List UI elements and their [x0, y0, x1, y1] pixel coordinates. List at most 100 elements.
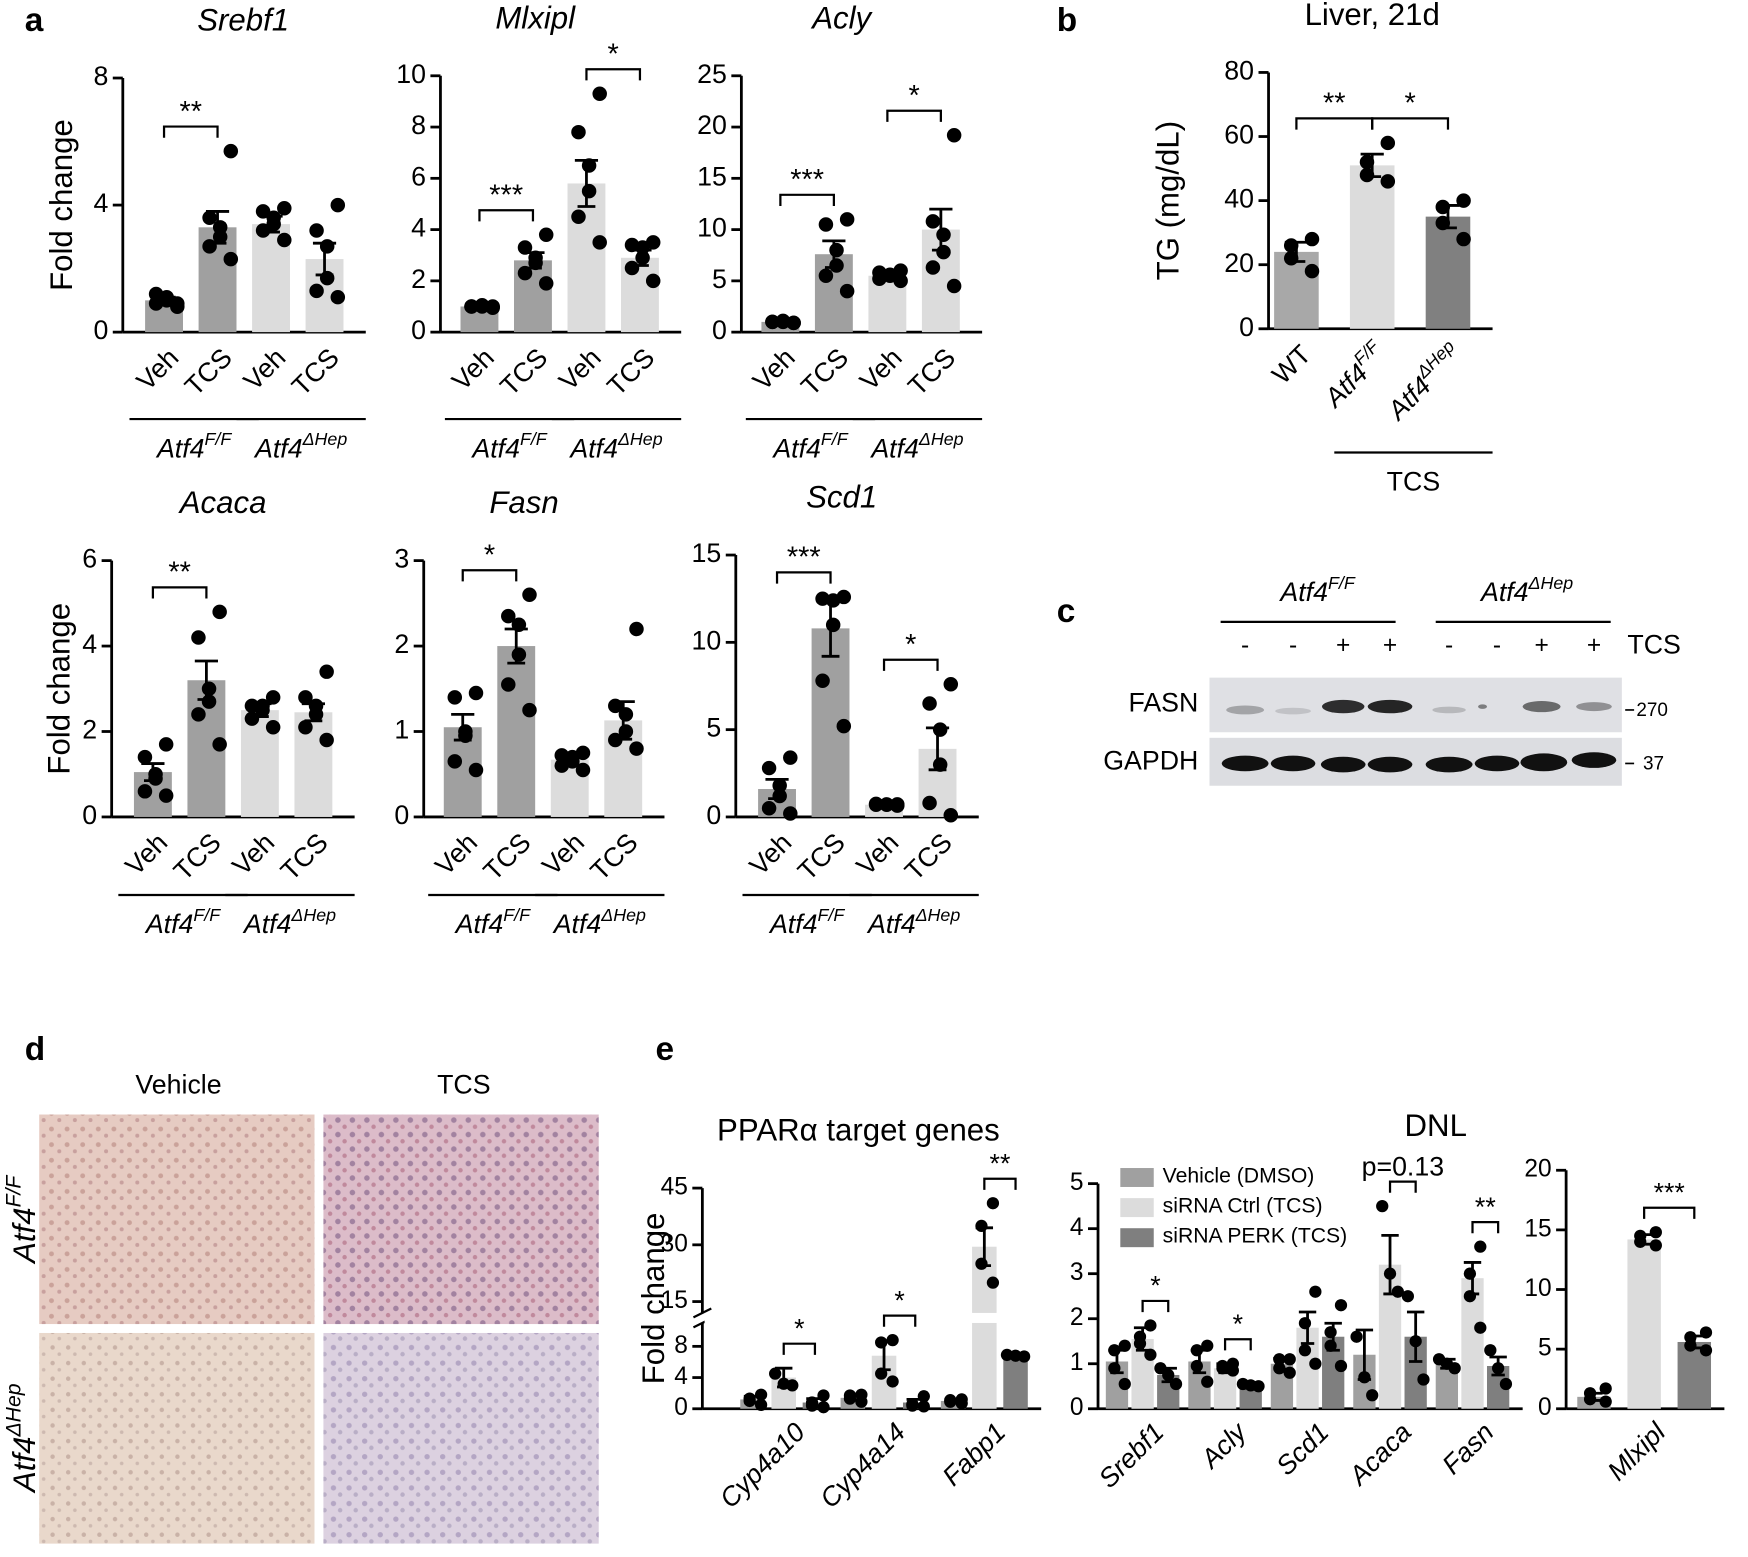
label-superscript: F/F: [205, 429, 233, 449]
data-point: [468, 685, 484, 701]
significance-label: ***: [790, 164, 824, 196]
data-point: [879, 797, 894, 812]
significance-bracket: [1295, 117, 1374, 130]
data-point: [1190, 1359, 1203, 1373]
data-point: [244, 711, 260, 726]
data-point: [946, 128, 962, 143]
y-tick-label: 45: [661, 1174, 688, 1201]
x-tick-label: Veh: [226, 827, 280, 881]
label-base: TCS: [1387, 467, 1440, 497]
x-tick-label: TCS: [478, 827, 537, 886]
significance-bracket: [585, 68, 642, 81]
marker-label: 270: [1636, 700, 1668, 721]
legend-swatch: [1120, 1228, 1154, 1248]
x-tick-label: TCS: [902, 342, 961, 401]
gapdh-bands: [1221, 752, 1617, 773]
tissue-texture: [39, 1332, 315, 1544]
data-point: [255, 223, 271, 238]
data-point: [1108, 1362, 1121, 1375]
data-point: [1304, 231, 1320, 247]
data-point: [1463, 1290, 1477, 1303]
tissue-texture: [39, 1114, 315, 1325]
data-point: [277, 232, 292, 248]
data-point: [765, 314, 780, 330]
data-point: [818, 268, 834, 283]
data-point: [1283, 238, 1299, 253]
bar: [567, 183, 606, 333]
data-point: [485, 299, 500, 314]
data-point: [212, 220, 228, 235]
data-point: [522, 587, 537, 603]
y-tick-label: 10: [1524, 1275, 1551, 1302]
data-point: [986, 1197, 1000, 1210]
data-point: [517, 240, 533, 255]
panel-label: c: [1057, 593, 1076, 630]
y-tick-label: 8: [93, 61, 108, 91]
data-point: [1334, 1359, 1348, 1373]
data-point: [1190, 1344, 1203, 1357]
group-label: Atf4ΔHep: [869, 429, 963, 463]
data-point: [575, 762, 591, 778]
data-point: [319, 664, 334, 679]
bar: [497, 646, 536, 817]
data-point: [1684, 1331, 1697, 1344]
data-point: [1599, 1382, 1612, 1395]
data-point: [925, 214, 941, 229]
data-point: [528, 250, 543, 266]
data-point: [1484, 1344, 1497, 1357]
data-point: [330, 197, 346, 213]
data-point: [836, 718, 852, 734]
treatment-sign: -: [1445, 632, 1453, 659]
x-tick-label: Veh: [854, 342, 908, 396]
data-point: [783, 806, 798, 821]
data-point: [319, 239, 335, 254]
y-tick-label: 20: [697, 110, 727, 140]
data-point: [1401, 1290, 1414, 1303]
data-point: [825, 617, 841, 633]
y-tick-label: 2: [394, 629, 409, 659]
data-point: [170, 296, 185, 311]
legend-label: siRNA Ctrl (TCS): [1163, 1195, 1323, 1218]
y-tick-label: 0: [706, 800, 721, 830]
x-tick-label: Atf4F/F: [1314, 335, 1393, 414]
band: [1522, 701, 1561, 713]
y-tick-label: 15: [697, 161, 727, 191]
data-point: [1435, 199, 1451, 215]
y-tick-label: 4: [411, 213, 426, 243]
data-point: [761, 760, 777, 776]
legend-swatch: [1120, 1168, 1154, 1187]
panel-label: a: [25, 2, 44, 39]
y-tick-label: 4: [93, 188, 108, 218]
legend-label: siRNA PERK (TCS): [1163, 1225, 1348, 1248]
data-point: [917, 1390, 930, 1403]
data-point: [893, 263, 908, 278]
data-point: [137, 784, 153, 799]
data-point: [244, 698, 260, 714]
y-tick-label: 15: [1524, 1215, 1551, 1242]
data-point: [922, 795, 937, 811]
data-point: [1359, 154, 1375, 170]
significance-label: **: [1475, 1192, 1496, 1222]
x-tick-label: Veh: [446, 342, 500, 396]
data-point: [1376, 1200, 1389, 1213]
data-point: [447, 754, 463, 769]
panel-label: b: [1057, 2, 1077, 39]
data-point: [1435, 215, 1451, 231]
chart-title: Acly: [810, 0, 873, 35]
label-base: Atf4: [768, 909, 818, 939]
data-point: [1118, 1377, 1131, 1391]
data-point: [1154, 1362, 1167, 1375]
data-point: [786, 315, 801, 331]
data-point: [1169, 1377, 1183, 1391]
treatment-sign: -: [1241, 632, 1249, 659]
chart-title: Fasn: [489, 485, 558, 520]
tissue-texture: [323, 1332, 599, 1544]
data-point: [1409, 1335, 1422, 1348]
label-base: Atf4: [1479, 577, 1529, 607]
y-tick-label: 0: [1538, 1394, 1552, 1421]
x-tick-label: TCS: [275, 827, 334, 886]
label-superscript: F/F: [818, 905, 846, 925]
label-superscript: ΔHep: [617, 429, 663, 449]
data-point: [501, 677, 516, 692]
y-tick-label: 0: [1070, 1394, 1084, 1421]
